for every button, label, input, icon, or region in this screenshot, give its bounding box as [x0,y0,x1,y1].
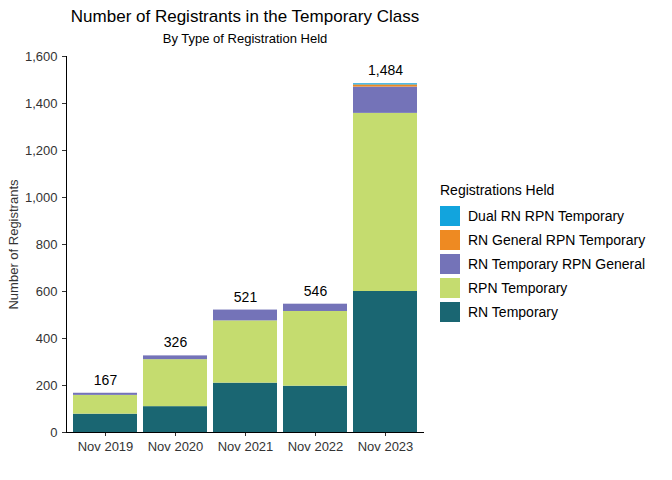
html-text:RN General RPN Temporary: RN General RPN Temporary [468,232,646,248]
html-text:RN Temporary RPN General: RN Temporary RPN General [468,256,646,272]
svg-text:Nov 2019: Nov 2019 [78,439,134,454]
svg-text:600: 600 [36,284,58,299]
svg-text:546: 546 [304,283,328,299]
svg-text:1,600: 1,600 [25,49,58,64]
svg-text:326: 326 [164,334,188,350]
svg-text:1,200: 1,200 [25,143,58,158]
html-text:Number of Registrants in the T: Number of Registrants in the Temporary C… [70,7,420,26]
svg-text:400: 400 [36,331,58,346]
html-text:Dual RN RPN Temporary: Dual RN RPN Temporary [468,208,625,224]
svg-text:800: 800 [36,237,58,252]
svg-text:Nov 2023: Nov 2023 [358,439,414,454]
svg-text:1,484: 1,484 [368,62,403,78]
svg-text:Number of Registrants: Number of Registrants [6,179,21,310]
html-text:By Type of Registration Held: By Type of Registration Held [162,31,328,46]
svg-text:1,400: 1,400 [25,96,58,111]
svg-text:Nov 2020: Nov 2020 [148,439,204,454]
html-text:RPN Temporary: RPN Temporary [468,280,568,296]
html-text:RN Temporary: RN Temporary [468,304,558,320]
svg-text:0: 0 [50,425,57,440]
svg-text:Nov 2021: Nov 2021 [218,439,274,454]
svg-text:Nov 2022: Nov 2022 [288,439,344,454]
svg-text:1,000: 1,000 [25,190,58,205]
html-text:Registrations Held: Registrations Held [440,182,555,198]
svg-text:200: 200 [36,378,58,393]
svg-text:521: 521 [234,289,258,305]
svg-text:167: 167 [94,372,118,388]
